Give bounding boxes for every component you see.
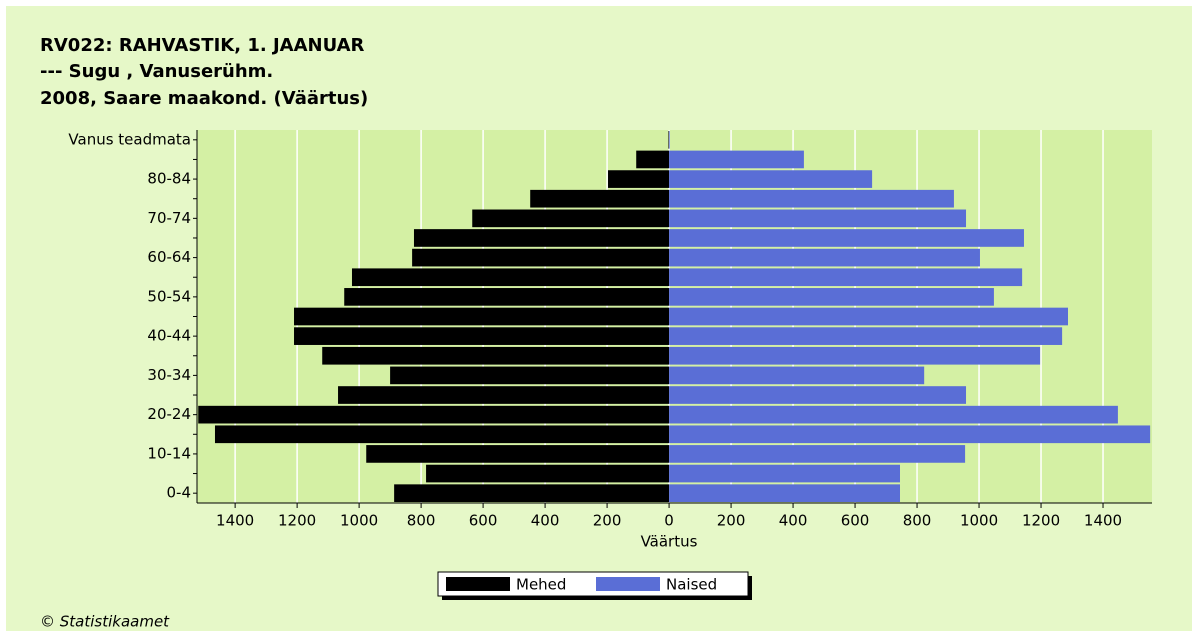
bar: [669, 405, 1118, 424]
x-tick-label: 1000: [340, 512, 378, 530]
bar: [669, 130, 670, 149]
bar: [394, 484, 670, 503]
bar: [669, 327, 1063, 345]
legend-label: Naised: [666, 576, 717, 594]
y-tick-label: 60-64: [147, 248, 191, 266]
y-tick-label: 40-44: [147, 327, 191, 345]
x-tick-label: 800: [903, 512, 932, 530]
x-tick-label: 600: [469, 512, 498, 530]
bar: [668, 130, 670, 149]
y-tick-label: 70-74: [147, 209, 191, 227]
chart-title: RV022: RAHVASTIK, 1. JAANUAR: [40, 35, 365, 56]
bar: [669, 229, 1024, 247]
bar: [413, 229, 670, 247]
bar: [669, 248, 980, 267]
x-tick-label: 1000: [960, 512, 998, 530]
y-tick-label: 10-14: [147, 444, 191, 462]
bar: [669, 386, 967, 404]
bar: [669, 288, 994, 306]
source: © Statistikaamet: [40, 613, 170, 631]
bar: [669, 484, 900, 503]
legend-label: Mehed: [516, 576, 566, 594]
bar: [669, 425, 1151, 444]
bar: [669, 464, 900, 483]
legend-swatch: [596, 577, 660, 591]
bar: [608, 170, 670, 188]
bar: [669, 268, 1023, 287]
bar: [322, 346, 670, 365]
bar: [669, 189, 954, 208]
bar: [351, 268, 670, 287]
bar: [669, 366, 925, 385]
bar: [344, 288, 670, 306]
bar: [366, 445, 670, 463]
x-tick-label: 1400: [216, 512, 254, 530]
bar: [338, 386, 670, 404]
x-tick-label: 600: [841, 512, 870, 530]
chart-subtitle: 2008, Saare maakond. (Väärtus): [40, 88, 368, 109]
bar: [636, 150, 670, 169]
bar: [390, 366, 670, 385]
bar: [530, 189, 670, 208]
y-tick-label: 30-34: [147, 366, 191, 384]
x-tick-label: 0: [664, 512, 674, 530]
y-tick-label: Vanus teadmata: [68, 130, 191, 148]
legend-swatch: [446, 577, 510, 591]
bar: [669, 150, 804, 169]
bar: [669, 445, 966, 463]
x-tick-label: 1200: [1022, 512, 1060, 530]
bar: [669, 346, 1041, 365]
x-tick-label: 1200: [278, 512, 316, 530]
x-axis-label: Väärtus: [641, 533, 698, 551]
x-tick-label: 400: [779, 512, 808, 530]
bar: [669, 170, 873, 188]
x-tick-label: 400: [531, 512, 560, 530]
bar: [669, 209, 967, 228]
bar: [669, 307, 1068, 326]
chart-subtitle: --- Sugu , Vanuserühm.: [40, 61, 273, 82]
y-tick-label: 0-4: [167, 484, 192, 502]
bar: [412, 248, 670, 267]
bar: [214, 425, 670, 444]
bar: [472, 209, 670, 228]
x-tick-label: 200: [717, 512, 746, 530]
x-tick-label: 200: [593, 512, 622, 530]
bar: [426, 464, 670, 483]
bar: [294, 327, 670, 345]
bar: [294, 307, 670, 326]
y-tick-label: 80-84: [147, 170, 191, 188]
x-tick-label: 800: [407, 512, 436, 530]
x-tick-label: 1400: [1084, 512, 1122, 530]
bar: [198, 405, 670, 424]
y-tick-label: 50-54: [147, 287, 191, 305]
y-tick-label: 20-24: [147, 405, 191, 423]
